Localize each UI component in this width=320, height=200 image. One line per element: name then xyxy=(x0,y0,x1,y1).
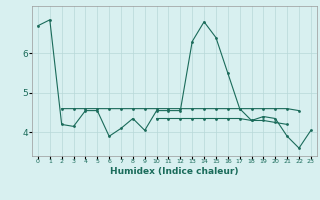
X-axis label: Humidex (Indice chaleur): Humidex (Indice chaleur) xyxy=(110,167,239,176)
